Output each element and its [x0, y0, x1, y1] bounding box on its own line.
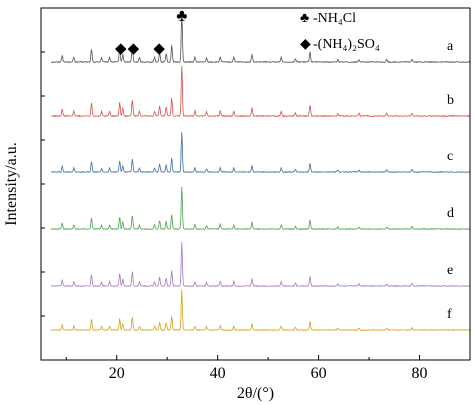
series-line-c	[50, 132, 471, 174]
phase-marker-nh4cl: ♣	[176, 6, 187, 25]
series-label-a: a	[447, 39, 454, 54]
legend: ♣ -NH₄Cl ◆ -(NH₄)₂SO₄	[300, 11, 380, 52]
series-label-layer: a b c d e f	[447, 39, 454, 322]
legend-label-ammonium-sulfate: -(NH₄)₂SO₄	[313, 37, 380, 52]
series-label-d: d	[447, 206, 454, 221]
series-line-a	[50, 14, 471, 64]
phase-marker-ammonium-sulfate: ◆	[115, 41, 127, 57]
legend-symbol-nh4cl: ♣	[300, 11, 309, 26]
phase-marker-ammonium-sulfate: ◆	[128, 41, 140, 57]
x-tick-label: 20	[109, 365, 125, 382]
series-label-f: f	[447, 307, 452, 322]
series-layer	[50, 14, 471, 331]
x-axis-label: 2θ/(°)	[237, 385, 274, 402]
legend-symbol-ammonium-sulfate: ◆	[300, 37, 311, 52]
legend-label-nh4cl: -NH₄Cl	[313, 11, 356, 26]
series-line-d	[50, 186, 471, 231]
x-tick-label: 80	[412, 365, 428, 382]
series-line-f	[50, 289, 471, 331]
phase-marker-ammonium-sulfate: ◆	[153, 41, 165, 57]
series-line-b	[51, 65, 471, 118]
phase-marker-layer: ◆ ◆ ◆♣	[115, 6, 187, 57]
series-line-e	[51, 242, 470, 288]
y-axis-label: Intensity/a.u.	[3, 142, 20, 226]
series-label-e: e	[447, 263, 453, 278]
x-tick-label: 40	[210, 365, 226, 382]
x-tick-label: 60	[311, 365, 327, 382]
plot-frame	[40, 7, 471, 361]
series-label-b: b	[447, 93, 454, 108]
tick-layer: 20 40 60 80	[41, 7, 471, 382]
series-label-c: c	[447, 149, 453, 164]
